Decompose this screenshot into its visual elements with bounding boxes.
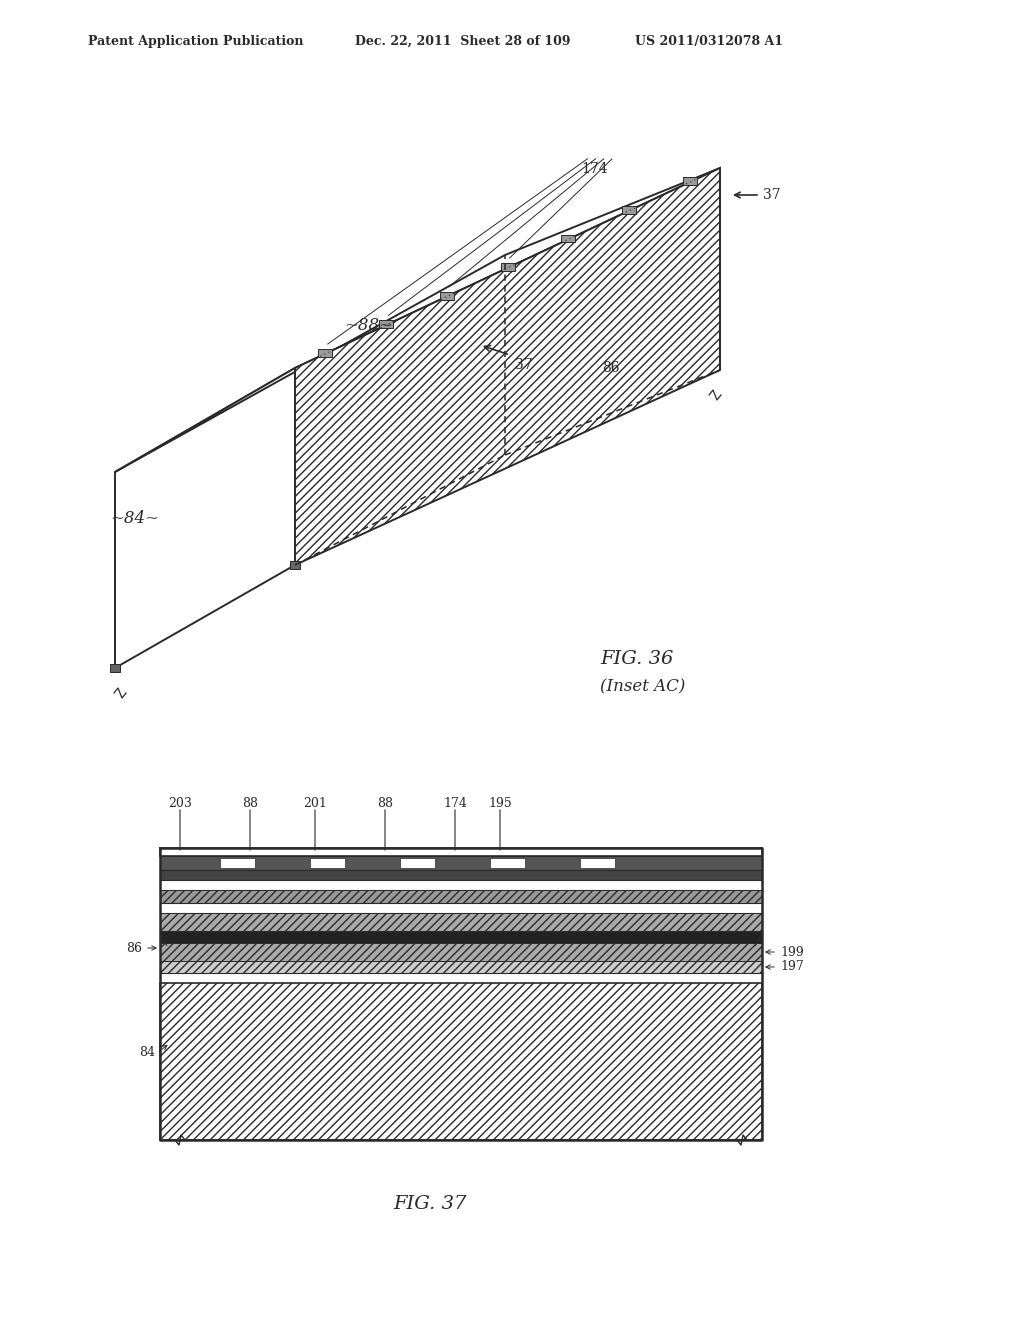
Polygon shape	[115, 168, 720, 473]
Text: 195: 195	[488, 797, 512, 810]
Text: 203: 203	[168, 797, 191, 810]
Text: FIG. 37: FIG. 37	[393, 1195, 467, 1213]
Polygon shape	[160, 983, 762, 1140]
Polygon shape	[160, 973, 762, 983]
Text: 201: 201	[303, 797, 327, 810]
Text: 174: 174	[582, 162, 608, 176]
Text: 86: 86	[126, 941, 142, 954]
Polygon shape	[622, 206, 636, 214]
Polygon shape	[379, 321, 393, 329]
Polygon shape	[290, 561, 300, 569]
Polygon shape	[160, 903, 762, 913]
Text: 88: 88	[242, 797, 258, 810]
Text: 199: 199	[780, 945, 804, 958]
Text: 86: 86	[602, 360, 620, 375]
Polygon shape	[220, 858, 255, 869]
Text: 88: 88	[377, 797, 393, 810]
Polygon shape	[295, 168, 720, 565]
Polygon shape	[310, 858, 345, 869]
Text: ~84~: ~84~	[111, 510, 160, 527]
Polygon shape	[580, 858, 615, 869]
Polygon shape	[160, 847, 762, 855]
Text: (Inset AC): (Inset AC)	[600, 678, 685, 696]
Text: US 2011/0312078 A1: US 2011/0312078 A1	[635, 36, 783, 48]
Text: FIG. 36: FIG. 36	[600, 649, 674, 668]
Text: Dec. 22, 2011  Sheet 28 of 109: Dec. 22, 2011 Sheet 28 of 109	[355, 36, 570, 48]
Polygon shape	[160, 913, 762, 931]
Polygon shape	[160, 870, 762, 880]
Polygon shape	[160, 880, 762, 890]
Text: 37: 37	[515, 358, 532, 372]
Polygon shape	[160, 942, 762, 961]
Polygon shape	[318, 348, 333, 356]
Polygon shape	[110, 664, 120, 672]
Text: 37: 37	[763, 187, 780, 202]
Polygon shape	[115, 368, 295, 668]
Polygon shape	[160, 890, 762, 903]
Polygon shape	[160, 961, 762, 973]
Polygon shape	[683, 177, 696, 185]
Polygon shape	[490, 858, 525, 869]
Text: 84: 84	[139, 1047, 155, 1060]
Polygon shape	[561, 235, 575, 243]
Polygon shape	[400, 858, 435, 869]
Text: Patent Application Publication: Patent Application Publication	[88, 36, 303, 48]
Polygon shape	[160, 931, 762, 942]
Polygon shape	[439, 292, 454, 300]
Polygon shape	[501, 263, 514, 271]
Text: 197: 197	[780, 961, 804, 974]
Text: ~88~: ~88~	[344, 317, 393, 334]
Text: 174: 174	[443, 797, 467, 810]
Polygon shape	[160, 855, 762, 870]
